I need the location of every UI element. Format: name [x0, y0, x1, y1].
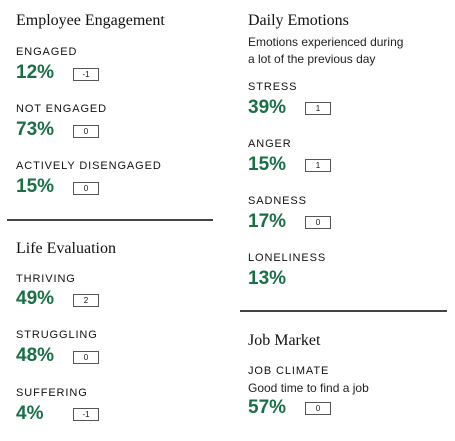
anger-change-badge: 1 — [305, 159, 331, 172]
engaged-change-badge: -1 — [73, 68, 99, 81]
daily-emotions-subtitle-line2: a lot of the previous day — [248, 52, 376, 66]
daily-emotions-title: Daily Emotions — [248, 12, 349, 29]
suffering-value: 4% — [16, 403, 44, 424]
daily-emotions-subtitle-line1: Emotions experienced during — [248, 35, 404, 49]
thriving-label: THRIVING — [16, 273, 76, 285]
sadness-value: 17% — [248, 211, 287, 232]
job-climate-subtitle: Good time to find a job — [248, 381, 369, 395]
right-section-divider — [240, 310, 447, 312]
employee-engagement-title: Employee Engagement — [16, 12, 165, 29]
thriving-value: 49% — [16, 288, 55, 309]
sadness-label: SADNESS — [248, 195, 307, 207]
actively-disengaged-change-badge: 0 — [73, 182, 99, 195]
loneliness-label: LONELINESS — [248, 252, 327, 264]
left-section-divider — [7, 219, 213, 221]
stress-change-badge: 1 — [305, 102, 331, 115]
actively-disengaged-value: 15% — [16, 176, 55, 197]
stress-label: STRESS — [248, 81, 298, 93]
engaged-value: 12% — [16, 62, 55, 83]
thriving-change-badge: 2 — [73, 294, 99, 307]
job-climate-value: 57% — [248, 397, 287, 418]
not-engaged-label: NOT ENGAGED — [16, 103, 107, 115]
stress-value: 39% — [248, 97, 287, 118]
job-market-title: Job Market — [248, 332, 321, 349]
suffering-change-badge: -1 — [73, 408, 99, 421]
suffering-label: SUFFERING — [16, 387, 88, 399]
struggling-value: 48% — [16, 345, 55, 366]
not-engaged-change-badge: 0 — [73, 125, 99, 138]
not-engaged-value: 73% — [16, 119, 55, 140]
engaged-label: ENGAGED — [16, 46, 78, 58]
sadness-change-badge: 0 — [305, 216, 331, 229]
struggling-change-badge: 0 — [73, 351, 99, 364]
actively-disengaged-label: ACTIVELY DISENGAGED — [16, 160, 162, 172]
struggling-label: STRUGGLING — [16, 329, 98, 341]
life-evaluation-title: Life Evaluation — [16, 240, 116, 257]
loneliness-value: 13% — [248, 268, 287, 289]
anger-label: ANGER — [248, 138, 292, 150]
anger-value: 15% — [248, 154, 287, 175]
job-climate-label: JOB CLIMATE — [248, 365, 330, 377]
job-climate-change-badge: 0 — [305, 402, 331, 415]
